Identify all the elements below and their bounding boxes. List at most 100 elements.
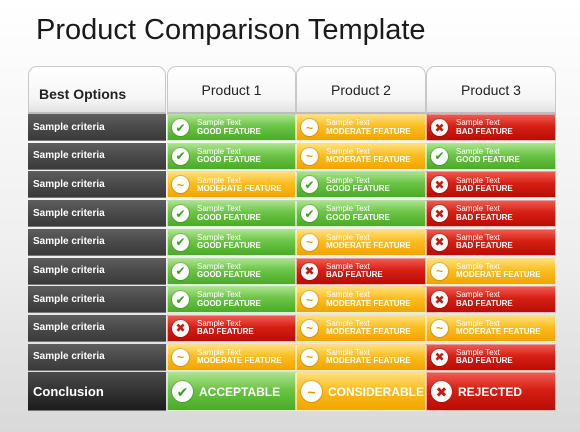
- criteria-label: Sample criteria: [28, 200, 166, 228]
- check-icon: ✔: [301, 176, 318, 194]
- feature-rating: BAD FEATURE: [456, 212, 513, 222]
- feature-cell: ~ Sample Text MODERATE FEATURE: [426, 314, 556, 342]
- feature-rating: BAD FEATURE: [456, 356, 513, 366]
- cell-text: Sample Text MODERATE FEATURE: [326, 118, 411, 136]
- feature-rating: GOOD FEATURE: [197, 155, 261, 165]
- cell-text: Sample Text BAD FEATURE: [456, 348, 513, 366]
- feature-cell: ✖ Sample Text BAD FEATURE: [167, 314, 296, 342]
- feature-cell: ~ Sample Text MODERATE FEATURE: [296, 343, 426, 371]
- feature-cell: ~ Sample Text MODERATE FEATURE: [426, 257, 556, 285]
- feature-cell: ~ Sample Text MODERATE FEATURE: [296, 142, 426, 170]
- sample-text: Sample Text: [197, 146, 241, 156]
- feature-rating: BAD FEATURE: [326, 270, 383, 279]
- tilde-icon: ~: [301, 119, 318, 136]
- sample-text: Sample Text: [326, 146, 370, 156]
- x-icon: ✖: [172, 319, 189, 337]
- product-2-header: Product 2: [296, 66, 426, 114]
- feature-cell: ✖ Sample Text BAD FEATURE: [426, 343, 556, 371]
- cell-text: Sample Text BAD FEATURE: [197, 319, 254, 337]
- x-icon: ✖: [431, 291, 448, 309]
- x-icon: ✖: [431, 176, 448, 194]
- sample-text: Sample Text: [197, 175, 241, 185]
- feature-rating: GOOD FEATURE: [197, 241, 261, 251]
- criteria-label: Sample criteria: [28, 114, 166, 141]
- feature-cell: ✔ Sample Text GOOD FEATURE: [167, 114, 296, 141]
- sample-text: Sample Text: [456, 175, 500, 185]
- cell-text: Sample Text MODERATE FEATURE: [326, 348, 411, 366]
- conclusion-verdict: REJECTED: [458, 384, 523, 399]
- cell-text: Sample Text BAD FEATURE: [456, 204, 513, 222]
- tilde-icon: ~: [431, 262, 448, 280]
- sample-text: Sample Text: [326, 204, 370, 214]
- feature-cell: ✔ Sample Text GOOD FEATURE: [167, 286, 296, 314]
- cell-text: Sample Text BAD FEATURE: [326, 262, 383, 280]
- sample-text: Sample Text: [197, 261, 241, 271]
- check-icon: ✔: [172, 119, 189, 136]
- feature-rating: GOOD FEATURE: [197, 212, 261, 222]
- feature-rating: GOOD FEATURE: [326, 212, 390, 222]
- conclusion-cell: ~ CONSIDERABLE: [296, 372, 426, 412]
- criteria-label: Sample criteria: [28, 343, 166, 371]
- check-icon: ✔: [172, 233, 189, 251]
- feature-rating: GOOD FEATURE: [456, 155, 520, 165]
- tilde-icon: ~: [301, 381, 322, 403]
- x-icon: ✖: [431, 119, 448, 136]
- tilde-icon: ~: [301, 291, 318, 309]
- feature-cell: ✔ Sample Text GOOD FEATURE: [296, 200, 426, 228]
- cell-text: Sample Text MODERATE FEATURE: [326, 319, 411, 337]
- cell-text: Sample Text BAD FEATURE: [456, 290, 513, 308]
- sample-text: Sample Text: [197, 319, 241, 328]
- sample-text: Sample Text: [197, 118, 241, 128]
- tilde-icon: ~: [172, 176, 189, 194]
- cell-text: Sample Text GOOD FEATURE: [197, 290, 261, 308]
- feature-rating: MODERATE FEATURE: [326, 327, 411, 337]
- conclusion-verdict: ACCEPTABLE: [199, 384, 281, 399]
- comparison-table: Best Options Product 1 Product 2 Product…: [28, 66, 556, 414]
- cell-text: Sample Text GOOD FEATURE: [326, 176, 390, 194]
- cell-text: Sample Text BAD FEATURE: [456, 118, 513, 136]
- feature-cell: ✖ Sample Text BAD FEATURE: [426, 114, 556, 141]
- cell-text: Sample Text BAD FEATURE: [456, 233, 513, 251]
- feature-cell: ✔ Sample Text GOOD FEATURE: [426, 142, 556, 170]
- criteria-label: Sample criteria: [28, 314, 166, 342]
- feature-rating: MODERATE FEATURE: [456, 327, 541, 337]
- cell-text: Sample Text BAD FEATURE: [456, 175, 513, 194]
- x-icon: ✖: [431, 233, 448, 251]
- feature-cell: ✖ Sample Text BAD FEATURE: [426, 171, 556, 199]
- sample-text: Sample Text: [197, 347, 241, 357]
- best-options-header: Best Options: [28, 66, 166, 114]
- sample-text: Sample Text: [456, 118, 500, 128]
- feature-rating: MODERATE FEATURE: [197, 183, 282, 193]
- check-icon: ✔: [172, 291, 189, 309]
- sample-text: Sample Text: [456, 146, 500, 156]
- criteria-label: Sample criteria: [28, 257, 166, 285]
- sample-text: Sample Text: [197, 290, 241, 300]
- product-3-header: Product 3: [426, 66, 556, 114]
- sample-text: Sample Text: [456, 261, 500, 271]
- feature-cell: ✖ Sample Text BAD FEATURE: [426, 200, 556, 228]
- tilde-icon: ~: [431, 319, 448, 337]
- feature-rating: MODERATE FEATURE: [197, 356, 282, 366]
- feature-rating: MODERATE FEATURE: [326, 126, 411, 136]
- feature-rating: GOOD FEATURE: [326, 183, 390, 193]
- feature-cell: ~ Sample Text MODERATE FEATURE: [296, 314, 426, 342]
- sample-text: Sample Text: [456, 290, 500, 300]
- product-1-header: Product 1: [167, 66, 296, 114]
- feature-cell: ~ Sample Text MODERATE FEATURE: [296, 228, 426, 256]
- feature-rating: GOOD FEATURE: [197, 270, 261, 279]
- feature-rating: MODERATE FEATURE: [456, 270, 541, 279]
- sample-text: Sample Text: [326, 290, 370, 300]
- cell-text: Sample Text GOOD FEATURE: [456, 146, 520, 165]
- sample-text: Sample Text: [326, 319, 370, 328]
- cell-text: Sample Text GOOD FEATURE: [197, 118, 261, 136]
- sample-text: Sample Text: [197, 232, 241, 242]
- cell-text: Sample Text GOOD FEATURE: [197, 146, 261, 165]
- tilde-icon: ~: [301, 147, 318, 165]
- criteria-label: Sample criteria: [28, 142, 166, 170]
- cell-text: Sample Text MODERATE FEATURE: [456, 261, 541, 280]
- feature-rating: BAD FEATURE: [456, 298, 513, 308]
- feature-cell: ~ Sample Text MODERATE FEATURE: [296, 114, 426, 141]
- feature-rating: MODERATE FEATURE: [326, 298, 411, 308]
- check-icon: ✔: [172, 205, 189, 223]
- feature-rating: BAD FEATURE: [456, 183, 513, 193]
